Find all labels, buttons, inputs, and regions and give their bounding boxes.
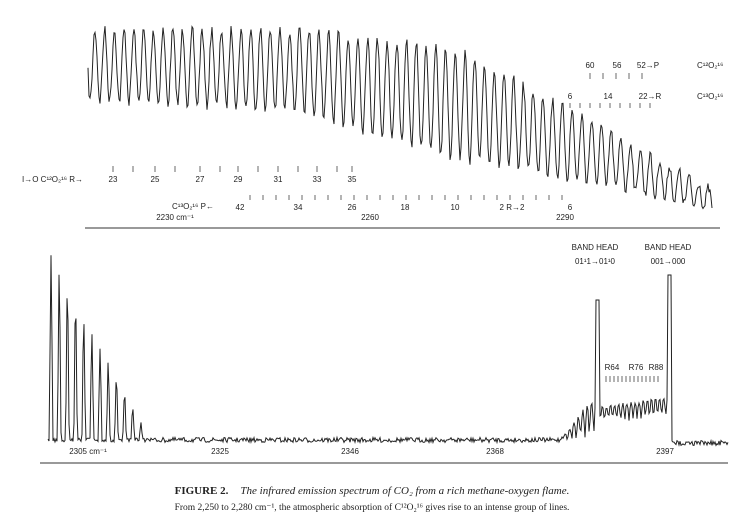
- axis-label: 2230 cm⁻¹: [156, 213, 194, 222]
- axis-label: 2305 cm⁻¹: [69, 447, 107, 456]
- line-label: R64: [605, 363, 620, 372]
- line-number: 34: [294, 203, 303, 212]
- series-label: I→O C¹²O₂¹⁶ R→: [22, 175, 83, 184]
- caption-text: The infrared emission spectrum of CO₂ fr…: [240, 485, 569, 497]
- line-number: 60: [586, 61, 595, 70]
- axis-label: 2346: [341, 447, 359, 456]
- line-number: 33: [313, 175, 322, 184]
- caption-title: FIGURE 2.: [175, 485, 229, 497]
- axis-label: 2368: [486, 447, 504, 456]
- axis-label: 2397: [656, 447, 674, 456]
- spectrum-trace: [47, 255, 729, 447]
- caption-note: From 2,250 to 2,280 cm⁻¹, the atmospheri…: [175, 502, 570, 513]
- line-number: 42: [236, 203, 245, 212]
- axis-label: 2290: [556, 213, 574, 222]
- band-head: 001→000: [651, 257, 686, 266]
- line-label: R76: [629, 363, 644, 372]
- line-number: 10: [451, 203, 460, 212]
- line-number: 25: [151, 175, 160, 184]
- axis-label: 2325: [211, 447, 229, 456]
- species: C¹³O₂¹⁶: [697, 92, 723, 101]
- line-number: 23: [109, 175, 118, 184]
- band-head: 01¹1→01¹0: [575, 257, 616, 266]
- band-head: BAND HEAD: [572, 243, 619, 252]
- line-number: 18: [401, 203, 410, 212]
- axis-label: 2260: [361, 213, 379, 222]
- line-number: 22→R: [639, 92, 662, 101]
- line-number: 29: [234, 175, 243, 184]
- line-number: 26: [348, 203, 357, 212]
- caption: FIGURE 2. The infrared emission spectrum …: [175, 485, 570, 497]
- line-number: 56: [613, 61, 622, 70]
- band-head: BAND HEAD: [645, 243, 692, 252]
- line-number: 2 R→2: [500, 203, 525, 212]
- line-label: R88: [649, 363, 664, 372]
- line-number: 35: [348, 175, 357, 184]
- line-number: 31: [274, 175, 283, 184]
- species: C¹²O₂¹⁶: [697, 61, 723, 70]
- line-number: 52→P: [637, 61, 659, 70]
- line-number: 14: [604, 92, 613, 101]
- line-number: 6: [568, 92, 573, 101]
- spectrum-trace: [87, 25, 713, 210]
- line-number: 6: [568, 203, 573, 212]
- series-label: C¹³O₂¹⁶ P←: [172, 202, 214, 211]
- line-number: 27: [196, 175, 205, 184]
